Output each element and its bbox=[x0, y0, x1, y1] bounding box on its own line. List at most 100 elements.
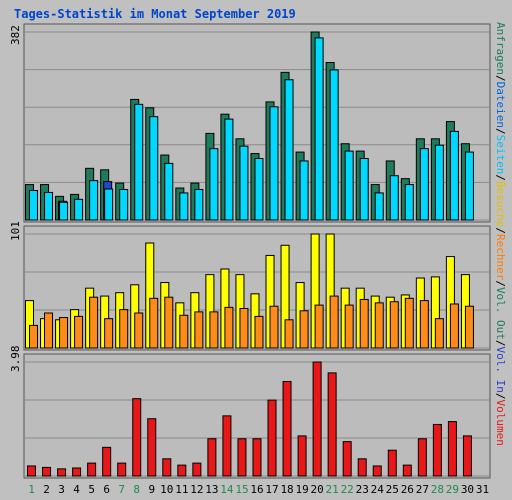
volumen-bar bbox=[132, 398, 142, 477]
legend-sep: / bbox=[494, 127, 507, 135]
volumen-bar bbox=[327, 372, 337, 477]
dateien-bar bbox=[299, 160, 309, 221]
dateien-bar bbox=[374, 192, 384, 221]
day-label: 21 bbox=[326, 483, 339, 496]
volumen-bar bbox=[117, 462, 127, 477]
rechner-bar bbox=[74, 315, 84, 349]
day-label: 8 bbox=[133, 483, 140, 496]
dateien-bar bbox=[389, 175, 399, 221]
day-label: 12 bbox=[190, 483, 203, 496]
dateien-bar bbox=[179, 192, 189, 221]
dateien-bar bbox=[44, 191, 54, 221]
volumen-bar bbox=[237, 438, 247, 477]
rechner-bar bbox=[29, 324, 38, 349]
volumen-bar bbox=[282, 380, 292, 477]
rechner-bar bbox=[449, 303, 459, 349]
dateien-bar bbox=[224, 118, 234, 221]
day-label: 16 bbox=[250, 483, 263, 496]
day-label: 13 bbox=[205, 483, 218, 496]
dateien-bar bbox=[104, 188, 114, 221]
day-label: 1 bbox=[28, 483, 35, 496]
dateien-bar bbox=[329, 69, 339, 221]
volumen-bar bbox=[432, 423, 442, 477]
volumen-bar bbox=[57, 468, 67, 477]
volumen-bar bbox=[192, 462, 202, 477]
legend-sep: / bbox=[494, 174, 507, 181]
legend-sep: / bbox=[494, 280, 507, 287]
dateien-bar bbox=[254, 157, 264, 221]
day-label: 17 bbox=[265, 483, 278, 496]
day-label: 29 bbox=[446, 483, 459, 496]
volumen-bar bbox=[267, 399, 277, 477]
dateien-bar bbox=[149, 116, 159, 221]
bottom-panel-ymax-label: 3.98 bbox=[9, 345, 22, 373]
volumen-bar bbox=[342, 441, 352, 477]
day-label: 15 bbox=[235, 483, 248, 496]
rechner-bar bbox=[284, 319, 294, 349]
rechner-bar bbox=[464, 305, 474, 349]
volumen-bar bbox=[102, 446, 112, 477]
rechner-bar bbox=[359, 298, 369, 349]
volumen-bar bbox=[312, 361, 322, 477]
dateien-bar bbox=[164, 162, 174, 221]
day-label: 25 bbox=[386, 483, 399, 496]
dateien-bar bbox=[89, 180, 99, 221]
rechner-bar bbox=[89, 296, 99, 349]
rechner-bar bbox=[134, 312, 144, 349]
dateien-bar bbox=[119, 188, 129, 221]
volumen-bar bbox=[162, 458, 172, 477]
dateien-bar bbox=[59, 201, 69, 221]
dateien-bar bbox=[464, 151, 474, 221]
volumen-bar bbox=[147, 418, 157, 477]
dateien-bar bbox=[194, 188, 204, 221]
legend-besuche: Besuche bbox=[494, 180, 507, 228]
day-label: 3 bbox=[58, 483, 65, 496]
rechner-bar bbox=[404, 297, 414, 349]
day-label: 20 bbox=[311, 483, 324, 496]
day-label: 5 bbox=[88, 483, 95, 496]
rechner-bar bbox=[149, 297, 159, 349]
legend-sep: / bbox=[494, 227, 507, 234]
dateien-bar bbox=[419, 148, 429, 221]
dateien-bar bbox=[359, 157, 369, 221]
volumen-bar bbox=[222, 415, 232, 477]
volumen-bar bbox=[177, 464, 187, 477]
legend-sep: / bbox=[494, 392, 507, 400]
legend-sep: / bbox=[494, 74, 507, 82]
volumen-bar bbox=[27, 465, 36, 477]
top-panel-ymax-label: 382 bbox=[9, 25, 22, 45]
rechner-bar bbox=[164, 296, 174, 349]
volumen-bar bbox=[357, 458, 367, 477]
dateien-bar bbox=[344, 150, 354, 221]
volumen-bar bbox=[42, 466, 52, 477]
volumen-bar bbox=[387, 449, 397, 477]
dateien-bar bbox=[434, 144, 444, 221]
dateien-bar bbox=[449, 130, 459, 221]
legend-vol-out: Vol. Out bbox=[494, 286, 507, 340]
legend-seiten: Seiten bbox=[494, 134, 507, 175]
day-label: 30 bbox=[461, 483, 474, 496]
day-label: 9 bbox=[148, 483, 155, 496]
rechner-bar bbox=[374, 302, 384, 349]
dateien-bar bbox=[134, 103, 144, 221]
legend-vol-in: Vol. In bbox=[494, 346, 507, 393]
legend-volumen: Volumen bbox=[494, 399, 507, 446]
legend-line: Anfragen/Dateien/Seiten/Besuche/Rechner/… bbox=[494, 22, 507, 446]
rechner-bar bbox=[434, 318, 444, 349]
legend-anfragen: Anfragen bbox=[494, 22, 507, 75]
day-label: 6 bbox=[103, 483, 110, 496]
volumen-bar bbox=[372, 465, 382, 477]
day-label: 11 bbox=[175, 483, 188, 496]
volumen-bar bbox=[402, 464, 412, 477]
rechner-bar bbox=[389, 301, 399, 349]
dateien-bar bbox=[239, 145, 249, 221]
dateien-bar bbox=[314, 37, 324, 221]
volumen-bar bbox=[462, 435, 472, 477]
day-label: 14 bbox=[220, 483, 234, 496]
rechner-bar bbox=[314, 304, 324, 349]
rechner-bar bbox=[269, 305, 279, 349]
volumen-bar bbox=[297, 435, 307, 477]
day-label: 26 bbox=[401, 483, 414, 496]
middle-panel-ymax-label: 101 bbox=[9, 221, 22, 241]
